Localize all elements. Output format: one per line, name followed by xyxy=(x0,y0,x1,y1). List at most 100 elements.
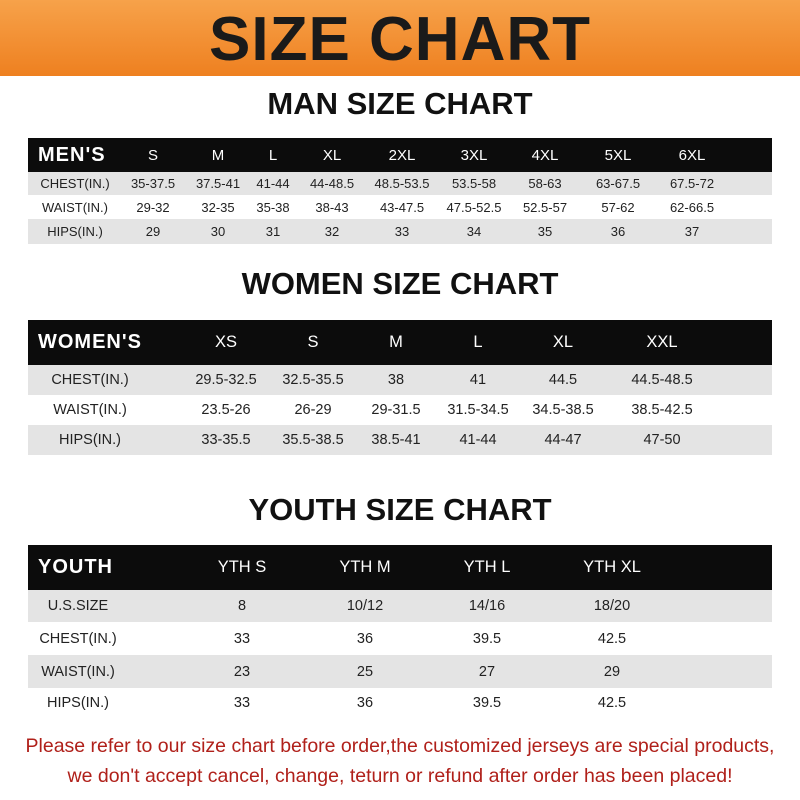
measurement-cell: 32 xyxy=(324,224,340,239)
table-row: WAIST(IN.) 23 25 27 29 xyxy=(28,655,772,688)
measurement-cell: 25 xyxy=(356,663,374,680)
table-header-row: MEN'S S M L XL 2XL 3XL 4XL 5XL 6XL xyxy=(28,138,772,172)
measurement-cell: 38.5-41 xyxy=(371,432,421,448)
measurement-cell: 39.5 xyxy=(472,695,502,711)
measurement-cell: 34.5-38.5 xyxy=(532,402,594,418)
measurement-cell: 18/20 xyxy=(593,598,631,614)
size-header-cell: 2XL xyxy=(388,146,416,164)
size-header-cell: YTH XL xyxy=(583,558,641,576)
measurement-cell: 36 xyxy=(610,224,626,239)
measurement-cell: 53.5-58 xyxy=(451,176,497,191)
measurement-cell: 33-35.5 xyxy=(201,432,251,448)
measurement-cell: 41 xyxy=(469,372,487,388)
size-header-cell: S xyxy=(147,146,159,164)
measurement-cell: 29-31.5 xyxy=(371,402,421,418)
measurement-cell: 57-62 xyxy=(601,199,635,215)
measurement-cell: 38 xyxy=(387,372,405,388)
size-header-cell: M xyxy=(389,333,403,351)
row-label: CHEST(IN.) xyxy=(51,372,129,388)
size-header-cell: 3XL xyxy=(460,146,488,164)
measurement-cell: 35.5-38.5 xyxy=(282,432,344,448)
youth-size-table: YOUTH YTH S YTH M YTH L YTH XL U.S.SIZE 8 10/12… xyxy=(28,545,772,718)
measurement-cell: 47.5-52.5 xyxy=(446,199,502,215)
measurement-cell: 43-47.5 xyxy=(379,199,425,215)
table-row: CHEST(IN.) 29.5-32.5 32.5-35.5 38 41 44.5 44.5… xyxy=(28,365,772,395)
size-header-cell: M xyxy=(211,146,225,164)
table-row: HIPS(IN.) 29 30 31 32 33 34 35 36 37 xyxy=(28,219,772,244)
measurement-cell: 39.5 xyxy=(472,630,502,647)
size-header-cell: YTH L xyxy=(463,558,511,576)
measurement-cell: 27 xyxy=(478,663,496,680)
measurement-cell: 63-67.5 xyxy=(595,176,641,191)
measurement-cell: 38-43 xyxy=(315,199,349,215)
measurement-cell: 23.5-26 xyxy=(201,402,251,418)
size-header-cell: 5XL xyxy=(604,146,632,164)
measurement-cell: 35-37.5 xyxy=(130,176,176,191)
measurement-cell: 32.5-35.5 xyxy=(282,372,344,388)
measurement-cell: 33 xyxy=(233,695,251,711)
size-header-cell: XL xyxy=(322,146,342,164)
measurement-cell: 30 xyxy=(210,224,226,239)
size-header-cell: XXL xyxy=(646,333,678,351)
banner: SIZE CHART xyxy=(0,0,800,76)
measurement-cell: 14/16 xyxy=(468,598,506,614)
measurement-cell: 44.5-48.5 xyxy=(631,372,693,388)
size-header-cell: 4XL xyxy=(531,146,559,164)
row-label: HIPS(IN.) xyxy=(46,695,110,711)
table-row: WAIST(IN.) 29-32 32-35 35-38 38-43 43-47.5 47.… xyxy=(28,195,772,219)
measurement-cell: 36 xyxy=(356,695,374,711)
measurement-cell: 58-63 xyxy=(528,176,562,191)
table-header-label: YOUTH xyxy=(38,556,113,578)
measurement-cell: 44.5 xyxy=(548,372,578,388)
row-label: HIPS(IN.) xyxy=(47,224,103,239)
measurement-cell: 42.5 xyxy=(597,630,627,647)
measurement-cell: 36 xyxy=(356,630,374,647)
size-header-cell: YTH M xyxy=(339,558,391,576)
measurement-cell: 44-48.5 xyxy=(309,176,355,191)
men-section-title: MAN SIZE CHART xyxy=(267,86,533,121)
measurement-cell: 33 xyxy=(233,630,251,647)
women-section-title: WOMEN SIZE CHART xyxy=(241,266,559,301)
measurement-cell: 35 xyxy=(537,224,553,239)
measurement-cell: 44-47 xyxy=(544,432,582,448)
table-header-label: WOMEN'S xyxy=(38,331,142,353)
table-header-row: WOMEN'S XS S M L XL XXL xyxy=(28,320,772,365)
measurement-cell: 37.5-41 xyxy=(195,176,241,191)
measurement-cell: 23 xyxy=(233,663,251,680)
measurement-cell: 35-38 xyxy=(256,199,290,215)
measurement-cell: 41-44 xyxy=(459,432,497,448)
measurement-cell: 26-29 xyxy=(294,402,332,418)
size-header-cell: YTH S xyxy=(217,558,267,576)
table-row: HIPS(IN.) 33 36 39.5 42.5 xyxy=(28,688,772,718)
measurement-cell: 41-44 xyxy=(256,176,290,191)
measurement-cell: 29 xyxy=(145,224,161,239)
table-row: CHEST(IN.) 33 36 39.5 42.5 xyxy=(28,622,772,655)
measurement-cell: 10/12 xyxy=(346,598,384,614)
table-row: CHEST(IN.) 35-37.5 37.5-41 41-44 44-48.5 48.5… xyxy=(28,172,772,195)
size-header-cell: L xyxy=(268,146,278,164)
measurement-cell: 42.5 xyxy=(597,695,627,711)
measurement-cell: 52.5-57 xyxy=(522,199,568,215)
measurement-cell: 8 xyxy=(237,598,247,614)
table-row: U.S.SIZE 8 10/12 14/16 18/20 xyxy=(28,590,772,622)
row-label: U.S.SIZE xyxy=(47,598,109,614)
size-header-cell: L xyxy=(473,333,483,351)
row-label: CHEST(IN.) xyxy=(40,176,110,191)
row-label: HIPS(IN.) xyxy=(58,432,122,448)
banner-title: SIZE CHART xyxy=(209,5,591,74)
size-header-cell: XS xyxy=(214,333,238,351)
size-header-cell: S xyxy=(307,333,319,351)
measurement-cell: 29-32 xyxy=(136,199,170,215)
measurement-cell: 67.5-72 xyxy=(669,176,715,191)
row-label: WAIST(IN.) xyxy=(42,199,108,215)
table-header-row: YOUTH YTH S YTH M YTH L YTH XL xyxy=(28,545,772,590)
measurement-cell: 38.5-42.5 xyxy=(631,402,693,418)
disclaimer-line-1: Please refer to our size chart before or… xyxy=(25,735,775,757)
table-row: WAIST(IN.) 23.5-26 26-29 29-31.5 31.5-34.5 34… xyxy=(28,395,772,425)
measurement-cell: 31.5-34.5 xyxy=(447,402,509,418)
women-size-table: WOMEN'S XS S M L XL XXL CHEST(IN.) 29.5-32.5 32.5… xyxy=(28,320,772,455)
measurement-cell: 33 xyxy=(394,224,410,239)
size-header-cell: XL xyxy=(552,333,574,351)
measurement-cell: 62-66.5 xyxy=(669,199,715,215)
table-row: HIPS(IN.) 33-35.5 35.5-38.5 38.5-41 41-44 44-… xyxy=(28,425,772,455)
